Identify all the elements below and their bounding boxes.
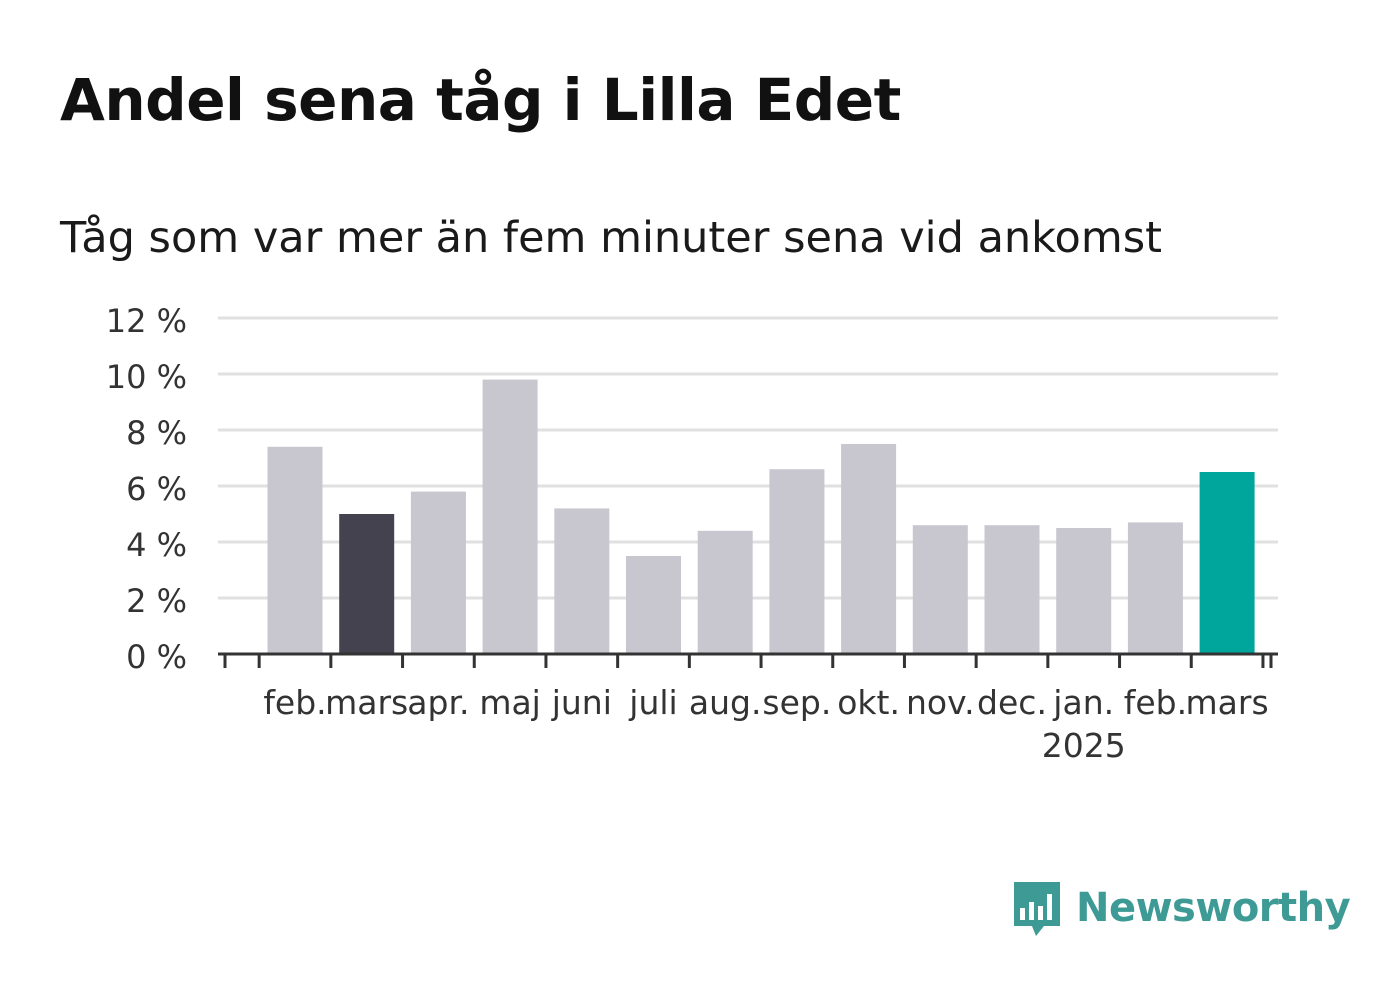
chart-subtitle: Tåg som var mer än fem minuter sena vid … (60, 213, 1163, 263)
x-tick-label: nov. (906, 683, 975, 722)
x-tick-label: jan. (1052, 683, 1114, 722)
y-tick-label: 6 % (126, 470, 187, 508)
x-tick-label: feb. (1124, 683, 1187, 722)
bar-13 (1127, 522, 1183, 654)
bar-2 (339, 514, 395, 654)
y-tick-label: 0 % (126, 638, 187, 676)
x-tick-label: apr. (407, 683, 469, 722)
x-tick-label: juli (628, 683, 677, 722)
bar-chart-speech-icon (1014, 882, 1060, 936)
bar-1 (267, 446, 323, 654)
y-tick-label: 4 % (126, 526, 187, 564)
brand-name: Newsworthy (1076, 885, 1351, 931)
bar-11 (984, 525, 1040, 654)
bar-12 (1056, 528, 1112, 654)
x-tick-label: okt. (837, 683, 900, 722)
bar-9 (841, 444, 897, 654)
y-tick-label: 10 % (106, 358, 187, 396)
bar-4 (482, 379, 538, 654)
x-tick-label: juni (551, 683, 612, 722)
bar-7 (697, 530, 753, 654)
x-tick-label: mars (325, 683, 408, 722)
x-tick-label: mars (1186, 683, 1269, 722)
x-tick-label: dec. (977, 683, 1047, 722)
x-tick-label: maj (479, 683, 541, 722)
bar-chart: 0 %2 %4 %6 %8 %10 %12 %feb.mars apr. maj ju… (106, 302, 1278, 765)
bar-8 (769, 469, 825, 654)
y-tick-label: 2 % (126, 582, 187, 620)
brand-logo: Newsworthy (1010, 878, 1351, 938)
bar-6 (626, 556, 681, 654)
chart-title: Andel sena tåg i Lilla Edet (60, 66, 901, 134)
x-year-label: 2025 (1042, 726, 1126, 765)
y-tick-label: 12 % (106, 302, 187, 340)
bar-14 (1199, 472, 1255, 654)
y-tick-label: 8 % (126, 414, 187, 452)
bar-5 (554, 508, 610, 654)
x-tick-label: feb. (263, 683, 326, 722)
bar-10 (912, 525, 968, 654)
x-tick-label: sep. (762, 683, 831, 722)
bar-3 (410, 491, 466, 654)
x-tick-label: aug. (689, 683, 762, 722)
